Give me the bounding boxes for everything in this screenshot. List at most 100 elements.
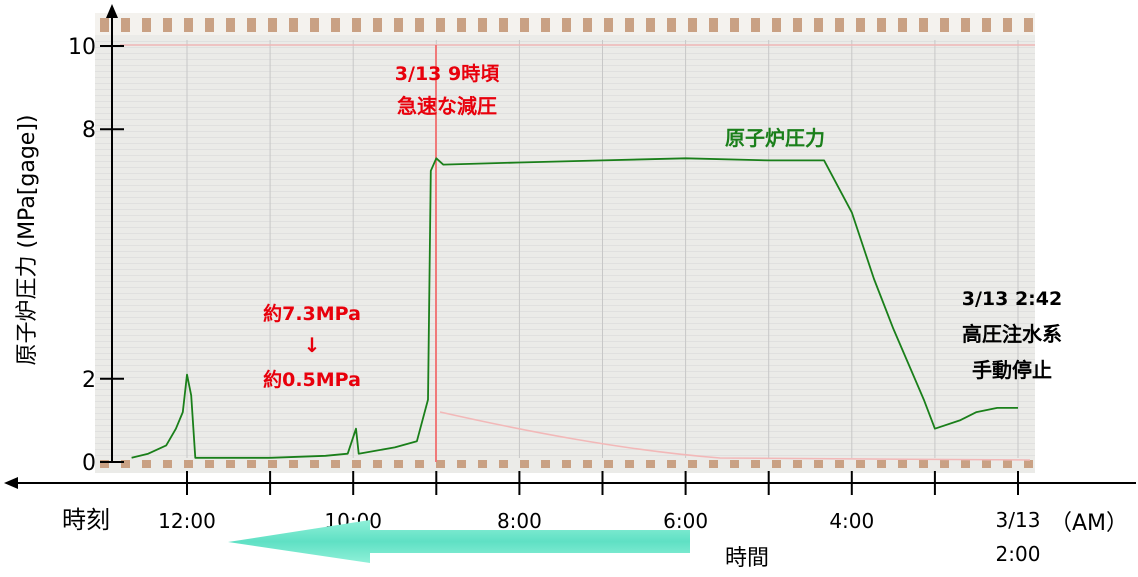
perforation-hole [688,460,697,468]
perforation-hole [1003,18,1012,32]
annotation-hpci-system: 高圧注水系 [962,322,1062,346]
perforation-hole [163,460,172,468]
perforation-hole [457,460,466,468]
perforation-hole [100,460,109,468]
perforation-hole [961,460,970,468]
perforation-hole [709,460,718,468]
time-direction-arrow [228,520,690,563]
perforation-hole [289,18,298,32]
x-tick-labels: 12:00 10:00 8:00 6:00 4:00 3/132:00 [158,508,1040,566]
perforation-hole [373,460,382,468]
perforation-top [100,18,1033,32]
perforation-hole [940,460,949,468]
perforation-hole [1024,460,1033,468]
perforation-hole [1003,460,1012,468]
perforation-hole [667,18,676,32]
perforation-hole [814,18,823,32]
x-axis-label-time-of-day: 時刻 [62,506,110,534]
perforation-hole [919,18,928,32]
perforation-hole [205,460,214,468]
perforation-hole [646,18,655,32]
perforation-hole [751,18,760,32]
y-tick-label: 10 [68,35,96,60]
perforation-hole [205,18,214,32]
perforation-hole [415,18,424,32]
perforation-hole [793,460,802,468]
y-axis-arrowhead [106,4,118,18]
perforation-hole [310,18,319,32]
perforation-hole [562,460,571,468]
perforation-hole [352,460,361,468]
y-tick-label: 2 [82,368,96,393]
x-tick-label: 12:00 [158,509,216,533]
perforation-hole [541,460,550,468]
perforation-hole [919,460,928,468]
perforation-hole [604,18,613,32]
annotation-hpci-time: 3/13 2:42 [962,288,1062,310]
series-label-reactor-pressure: 原子炉圧力 [725,126,825,150]
perforation-hole [583,460,592,468]
perforation-hole [457,18,466,32]
perforation-hole [982,18,991,32]
chart-paper-background [95,13,1035,473]
annotation-depressurization-time: 3/13 9時頃 [395,63,500,85]
annotation-pressure-to: 約0.5MPa [263,368,361,391]
y-tick-label: 8 [82,118,96,143]
perforation-hole [772,460,781,468]
perforation-hole [814,460,823,468]
perforation-hole [793,18,802,32]
perforation-hole [835,18,844,32]
perforation-hole [121,460,130,468]
series-group [131,157,1018,459]
perforation-hole [247,460,256,468]
perforation-hole [289,460,298,468]
perforation-hole [940,18,949,32]
perforation-hole [520,460,529,468]
perforation-hole [394,460,403,468]
perforation-hole [877,18,886,32]
perforation-hole [856,460,865,468]
perforation-hole [499,18,508,32]
perforation-hole [772,18,781,32]
perforation-hole [142,18,151,32]
perforation-hole [163,18,172,32]
x-axis-ticks [186,471,1019,495]
perforation-hole [100,18,109,32]
annotation-hpci-stopped: 手動停止 [972,358,1052,382]
perforation-hole [268,18,277,32]
x-unit-label: （AM） [1050,511,1128,536]
perforation-bottom [100,460,1033,468]
perforation-hole [982,460,991,468]
perforation-hole [352,18,361,32]
perforation-hole [520,18,529,32]
x-axis-arrowhead [4,477,18,489]
perforation-hole [436,460,445,468]
perforation-hole [1024,18,1033,32]
x-tick-label: 8:00 [497,509,542,533]
perforation-hole [646,460,655,468]
perforation-hole [436,18,445,32]
x-tick-label: 3/13 [996,508,1041,532]
perforation-hole [856,18,865,32]
x-tick-label: 6:00 [663,509,708,533]
y-axis-ticks: 0 2 8 10 [68,35,124,476]
perforation-hole [394,18,403,32]
perforation-hole [751,460,760,468]
perforation-hole [310,460,319,468]
perforation-hole [415,460,424,468]
perforation-hole [121,18,130,32]
annotation-pressure-arrow: ↓ [304,333,321,357]
annotation-depressurization-desc: 急速な減圧 [397,94,497,118]
perforation-hole [226,18,235,32]
x-tick-label: 4:00 [829,509,874,533]
perforation-hole [898,460,907,468]
perforation-hole [478,18,487,32]
perforation-hole [688,18,697,32]
perforation-hole [142,460,151,468]
paper-red-trace [439,411,1031,461]
perforation-hole [331,18,340,32]
perforation-hole [184,460,193,468]
time-direction-label: 時間 [725,546,769,571]
perforation-hole [331,460,340,468]
